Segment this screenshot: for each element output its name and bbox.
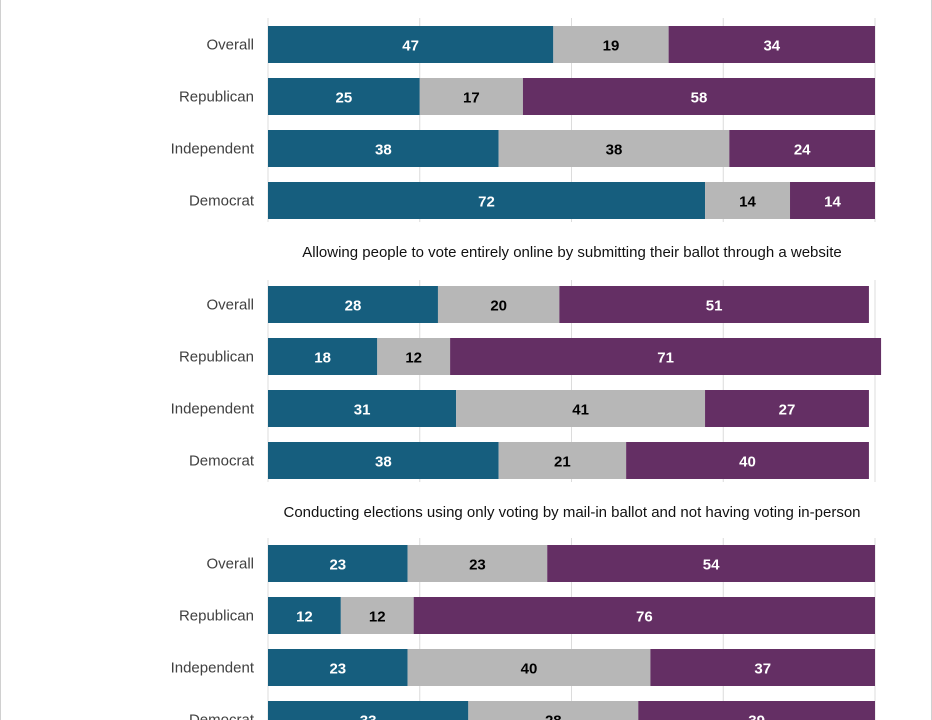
value-labels: 47 19 34 25 17 58 38 38 24 72 14 14 28 20 51 18 12 71 31 41… bbox=[296, 38, 841, 720]
category-label-3-2: Republican bbox=[179, 608, 254, 625]
bar-segment-3-3-2 bbox=[407, 649, 651, 686]
bar-segment-1-2-2 bbox=[419, 78, 523, 115]
value-label-2-2-1: 18 bbox=[314, 350, 331, 367]
bar-segment-3-3-1 bbox=[268, 649, 408, 686]
value-label-2-4-1: 38 bbox=[375, 454, 392, 471]
value-label-1-2-3: 58 bbox=[691, 90, 708, 107]
category-label-1-3: Independent bbox=[171, 141, 255, 158]
value-label-2-2-3: 71 bbox=[657, 350, 674, 367]
value-label-2-1-3: 51 bbox=[706, 298, 723, 315]
value-label-3-4-3: 39 bbox=[748, 713, 765, 720]
bar-segment-2-4-3 bbox=[626, 442, 869, 479]
category-label-2-1: Overall bbox=[206, 297, 254, 314]
bar-segment-2-4-2 bbox=[498, 442, 627, 479]
bar-segment-2-1-2 bbox=[437, 286, 560, 323]
value-label-3-3-1: 23 bbox=[329, 661, 346, 678]
value-label-2-3-1: 31 bbox=[354, 402, 371, 419]
bar-segment-3-4-2 bbox=[468, 701, 639, 720]
bar-segment-3-4-3 bbox=[638, 701, 875, 720]
category-label-3-1: Overall bbox=[206, 556, 254, 573]
bar-segment-2-2-3 bbox=[450, 338, 882, 375]
bar-segment-2-3-1 bbox=[268, 390, 457, 427]
category-label-3-3: Independent bbox=[171, 660, 255, 677]
value-label-3-1-2: 23 bbox=[469, 557, 486, 574]
value-label-3-1-1: 23 bbox=[329, 557, 346, 574]
panel-title-2: Allowing people to vote entirely online … bbox=[302, 244, 842, 261]
bar-segment-2-4-1 bbox=[268, 442, 499, 479]
value-label-2-1-2: 20 bbox=[490, 298, 507, 315]
value-label-1-3-1: 38 bbox=[375, 142, 392, 159]
category-label-2-2: Republican bbox=[179, 349, 254, 366]
value-label-2-3-2: 41 bbox=[572, 402, 589, 419]
value-label-1-4-3: 14 bbox=[824, 194, 841, 211]
category-label-1-4: Democrat bbox=[189, 193, 255, 210]
value-label-3-2-2: 12 bbox=[369, 609, 386, 626]
panel-title-3: Conducting elections using only voting b… bbox=[283, 504, 860, 521]
value-label-3-3-2: 40 bbox=[521, 661, 538, 678]
bar-segment-2-1-3 bbox=[559, 286, 869, 323]
bars bbox=[268, 26, 882, 720]
value-label-1-1-2: 19 bbox=[603, 38, 620, 55]
value-label-1-1-3: 34 bbox=[763, 38, 780, 55]
bar-segment-1-3-3 bbox=[729, 130, 875, 167]
value-label-1-2-1: 25 bbox=[336, 90, 353, 107]
bar-segment-1-1-2 bbox=[553, 26, 669, 63]
value-label-1-1-1: 47 bbox=[402, 38, 419, 55]
value-label-3-4-1: 33 bbox=[360, 713, 377, 720]
value-label-1-2-2: 17 bbox=[463, 90, 480, 107]
value-label-2-4-2: 21 bbox=[554, 454, 571, 471]
bar-segment-2-2-2 bbox=[377, 338, 451, 375]
value-label-3-4-2: 28 bbox=[545, 713, 562, 720]
value-label-3-2-3: 76 bbox=[636, 609, 653, 626]
bar-segment-3-3-3 bbox=[650, 649, 875, 686]
bar-segment-1-2-1 bbox=[268, 78, 420, 115]
bar-segment-1-4-2 bbox=[705, 182, 791, 219]
value-label-2-2-2: 12 bbox=[405, 350, 422, 367]
value-label-3-2-1: 12 bbox=[296, 609, 313, 626]
category-label-3-4: Democrat bbox=[189, 712, 255, 720]
bar-segment-3-1-3 bbox=[547, 545, 875, 582]
bar-segment-1-4-3 bbox=[790, 182, 875, 219]
bar-segment-1-3-2 bbox=[498, 130, 730, 167]
bar-segment-3-4-1 bbox=[268, 701, 469, 720]
bar-segment-1-4-1 bbox=[268, 182, 706, 219]
category-labels: Overall Republican Independent Democrat Over… bbox=[171, 37, 255, 720]
bar-segment-2-3-2 bbox=[456, 390, 706, 427]
bar-segment-2-2-1 bbox=[268, 338, 378, 375]
category-label-2-3: Independent bbox=[171, 401, 255, 418]
bar-segment-1-1-3 bbox=[668, 26, 875, 63]
bar-segment-1-1-1 bbox=[268, 26, 554, 63]
value-label-3-3-3: 37 bbox=[754, 661, 771, 678]
panel-titles: Allowing people to vote entirely online … bbox=[283, 244, 860, 521]
bar-segment-3-1-1 bbox=[268, 545, 408, 582]
bar-segment-3-1-2 bbox=[407, 545, 548, 582]
value-label-2-4-3: 40 bbox=[739, 454, 756, 471]
value-label-3-1-3: 54 bbox=[703, 557, 720, 574]
value-label-1-4-2: 14 bbox=[739, 194, 756, 211]
bar-segment-3-2-1 bbox=[268, 597, 341, 634]
value-label-1-3-3: 24 bbox=[794, 142, 811, 159]
bar-segment-1-2-3 bbox=[522, 78, 875, 115]
bar-segment-3-2-2 bbox=[340, 597, 414, 634]
value-label-1-3-2: 38 bbox=[606, 142, 623, 159]
category-label-1-2: Republican bbox=[179, 89, 254, 106]
category-label-1-1: Overall bbox=[206, 37, 254, 54]
value-label-1-4-1: 72 bbox=[478, 194, 495, 211]
bar-segment-2-1-1 bbox=[268, 286, 438, 323]
category-label-2-4: Democrat bbox=[189, 453, 255, 470]
bar-segment-1-3-1 bbox=[268, 130, 499, 167]
value-label-2-1-1: 28 bbox=[345, 298, 362, 315]
bar-segment-2-3-3 bbox=[705, 390, 869, 427]
value-label-2-3-3: 27 bbox=[779, 402, 796, 419]
bar-segment-3-2-3 bbox=[413, 597, 875, 634]
